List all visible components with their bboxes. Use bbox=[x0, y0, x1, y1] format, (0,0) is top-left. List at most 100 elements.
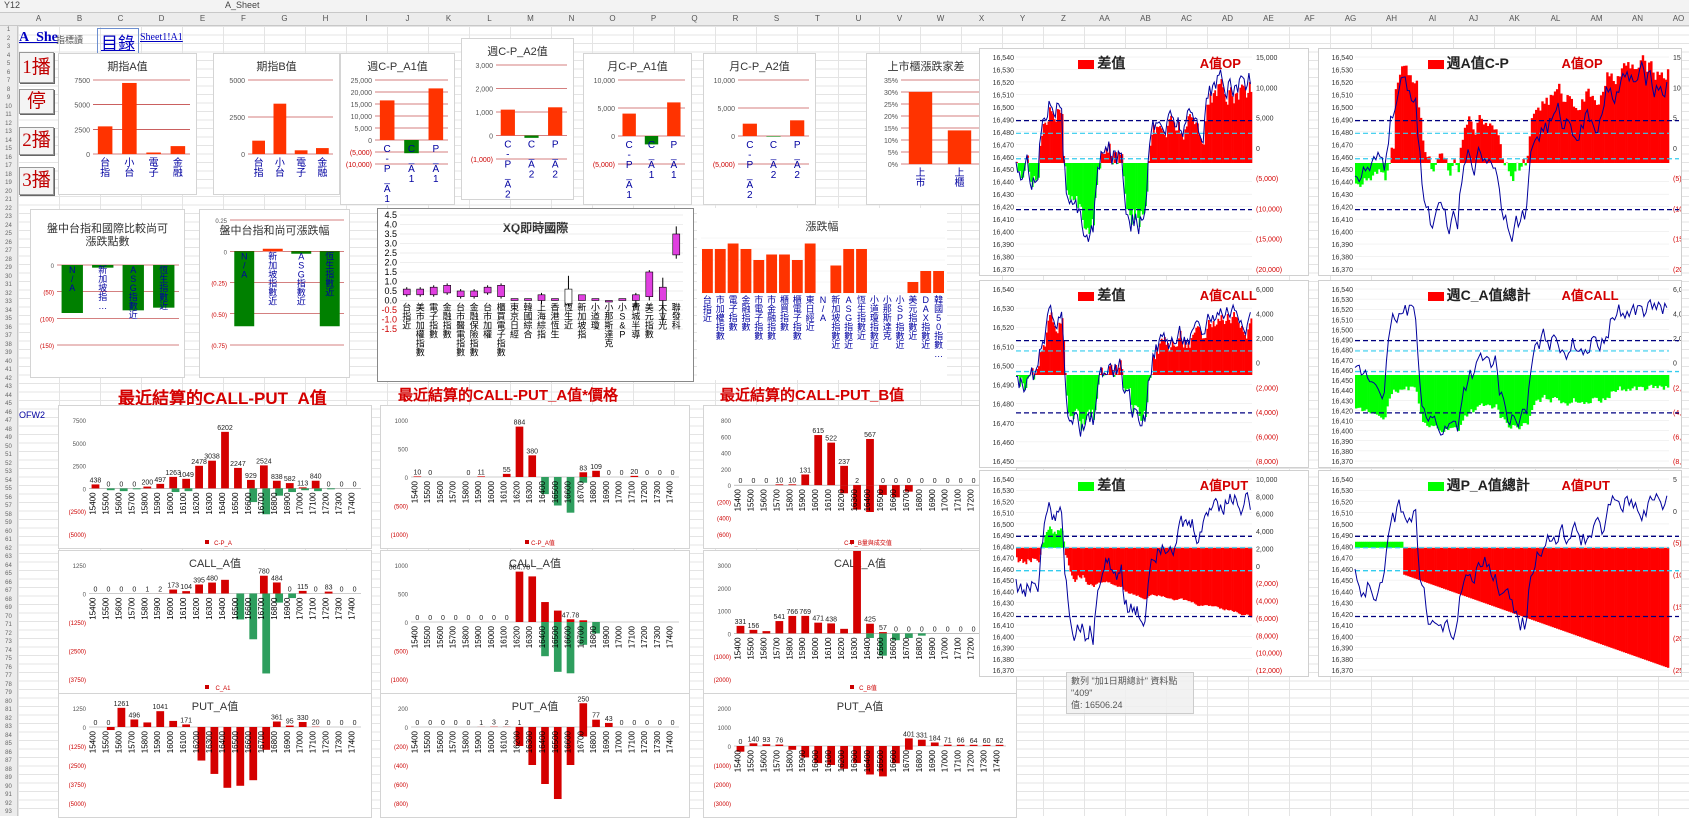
row-header[interactable]: 71 bbox=[0, 621, 17, 629]
column-header[interactable]: T bbox=[797, 13, 838, 25]
column-header[interactable]: AE bbox=[1248, 13, 1289, 25]
row-header[interactable]: 58 bbox=[0, 511, 17, 519]
column-header[interactable]: K bbox=[428, 13, 469, 25]
row-header[interactable]: 48 bbox=[0, 426, 17, 434]
row-header[interactable]: 6 bbox=[0, 69, 17, 77]
column-header[interactable]: D bbox=[141, 13, 182, 25]
row-header[interactable]: 93 bbox=[0, 808, 17, 816]
row-header[interactable]: 18 bbox=[0, 171, 17, 179]
row-header[interactable]: 63 bbox=[0, 553, 17, 561]
row-header[interactable]: 25 bbox=[0, 230, 17, 238]
column-header[interactable]: I bbox=[346, 13, 387, 25]
row-header[interactable]: 13 bbox=[0, 128, 17, 136]
row-header[interactable]: 26 bbox=[0, 239, 17, 247]
row-header[interactable]: 35 bbox=[0, 315, 17, 323]
stop-button[interactable]: 停 bbox=[19, 89, 54, 114]
row-header[interactable]: 27 bbox=[0, 247, 17, 255]
row-header[interactable]: 45 bbox=[0, 400, 17, 408]
row-header[interactable]: 92 bbox=[0, 800, 17, 808]
row-header[interactable]: 54 bbox=[0, 477, 17, 485]
row-header[interactable]: 37 bbox=[0, 332, 17, 340]
row-header[interactable]: 41 bbox=[0, 366, 17, 374]
row-header[interactable]: 56 bbox=[0, 494, 17, 502]
column-header[interactable]: Y bbox=[1002, 13, 1043, 25]
row-header[interactable]: 9 bbox=[0, 94, 17, 102]
row-header[interactable]: 73 bbox=[0, 638, 17, 646]
row-header[interactable]: 72 bbox=[0, 630, 17, 638]
row-header[interactable]: 19 bbox=[0, 179, 17, 187]
column-header[interactable]: AK bbox=[1494, 13, 1535, 25]
row-header[interactable]: 60 bbox=[0, 528, 17, 536]
column-header[interactable]: AH bbox=[1371, 13, 1412, 25]
column-header[interactable]: S bbox=[756, 13, 797, 25]
row-header[interactable]: 32 bbox=[0, 290, 17, 298]
row-header[interactable]: 17 bbox=[0, 162, 17, 170]
column-header[interactable]: AF bbox=[1289, 13, 1330, 25]
row-header[interactable]: 20 bbox=[0, 188, 17, 196]
row-header[interactable]: 86 bbox=[0, 749, 17, 757]
row-header[interactable]: 76 bbox=[0, 664, 17, 672]
sheet1-link[interactable]: Sheet1!A1 bbox=[140, 32, 183, 43]
row-header[interactable]: 33 bbox=[0, 298, 17, 306]
column-header[interactable]: M bbox=[510, 13, 551, 25]
column-header[interactable]: AO bbox=[1658, 13, 1689, 25]
row-header[interactable]: 16 bbox=[0, 154, 17, 162]
row-header[interactable]: 39 bbox=[0, 349, 17, 357]
row-header[interactable]: 66 bbox=[0, 579, 17, 587]
row-header[interactable]: 53 bbox=[0, 468, 17, 476]
row-header[interactable]: 88 bbox=[0, 766, 17, 774]
row-header[interactable]: 30 bbox=[0, 273, 17, 281]
column-header[interactable]: AG bbox=[1330, 13, 1371, 25]
row-header[interactable]: 82 bbox=[0, 715, 17, 723]
column-header[interactable]: Z bbox=[1043, 13, 1084, 25]
column-header[interactable]: R bbox=[715, 13, 756, 25]
row-header[interactable]: 47 bbox=[0, 417, 17, 425]
row-header[interactable]: 87 bbox=[0, 757, 17, 765]
column-header[interactable]: Q bbox=[674, 13, 715, 25]
row-header[interactable]: 34 bbox=[0, 307, 17, 315]
row-header[interactable]: 57 bbox=[0, 502, 17, 510]
column-header[interactable]: AB bbox=[1125, 13, 1166, 25]
row-header[interactable]: 3 bbox=[0, 43, 17, 51]
row-header[interactable]: 28 bbox=[0, 256, 17, 264]
row-header[interactable]: 40 bbox=[0, 358, 17, 366]
row-header[interactable]: 67 bbox=[0, 587, 17, 595]
column-header[interactable]: N bbox=[551, 13, 592, 25]
row-header[interactable]: 10 bbox=[0, 103, 17, 111]
row-header[interactable]: 64 bbox=[0, 562, 17, 570]
row-header[interactable]: 70 bbox=[0, 613, 17, 621]
row-header[interactable]: 44 bbox=[0, 392, 17, 400]
index-link[interactable]: 目錄 bbox=[97, 28, 139, 55]
row-header[interactable]: 42 bbox=[0, 375, 17, 383]
row-header[interactable]: 7 bbox=[0, 77, 17, 85]
row-header[interactable]: 74 bbox=[0, 647, 17, 655]
play2-button[interactable]: 2播 bbox=[19, 127, 54, 155]
row-header[interactable]: 55 bbox=[0, 485, 17, 493]
row-header[interactable]: 84 bbox=[0, 732, 17, 740]
row-header[interactable]: 38 bbox=[0, 341, 17, 349]
column-header[interactable]: AJ bbox=[1453, 13, 1494, 25]
row-header[interactable]: 89 bbox=[0, 774, 17, 782]
name-box[interactable]: Y12 bbox=[4, 0, 20, 11]
row-header[interactable]: 51 bbox=[0, 451, 17, 459]
row-header[interactable]: 85 bbox=[0, 740, 17, 748]
row-header[interactable]: 68 bbox=[0, 596, 17, 604]
row-header[interactable]: 24 bbox=[0, 222, 17, 230]
column-header[interactable]: H bbox=[305, 13, 346, 25]
column-header[interactable]: AD bbox=[1207, 13, 1248, 25]
row-header[interactable]: 23 bbox=[0, 213, 17, 221]
column-header[interactable]: W bbox=[920, 13, 961, 25]
row-header[interactable]: 2 bbox=[0, 35, 17, 43]
column-header[interactable]: AL bbox=[1535, 13, 1576, 25]
row-header[interactable]: 5 bbox=[0, 60, 17, 68]
row-header[interactable]: 79 bbox=[0, 689, 17, 697]
column-header[interactable]: J bbox=[387, 13, 428, 25]
column-header[interactable]: AN bbox=[1617, 13, 1658, 25]
row-header[interactable]: 69 bbox=[0, 604, 17, 612]
row-header[interactable]: 75 bbox=[0, 655, 17, 663]
row-header[interactable]: 77 bbox=[0, 672, 17, 680]
play1-button[interactable]: 1播 bbox=[19, 52, 54, 83]
row-header[interactable]: 12 bbox=[0, 120, 17, 128]
row-header[interactable]: 43 bbox=[0, 383, 17, 391]
row-header[interactable]: 31 bbox=[0, 281, 17, 289]
